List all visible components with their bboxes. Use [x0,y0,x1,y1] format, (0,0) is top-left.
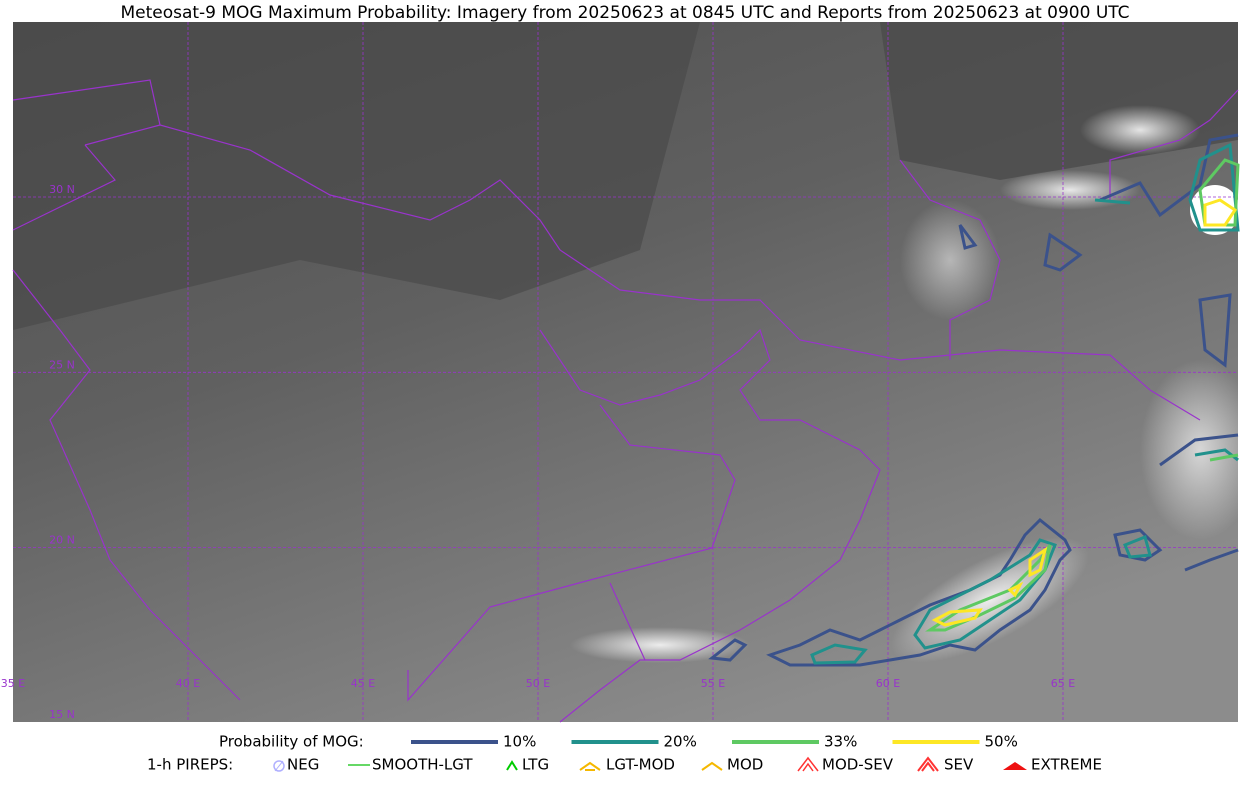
legend-label: SEV [944,756,974,774]
legend-label: 50% [985,733,1018,751]
lon-label: 35 E [1,677,25,690]
pirep-icon [273,760,285,772]
lat-label: 15 N [49,708,75,721]
lon-label: 50 E [526,677,550,690]
pirep-icon [701,761,723,771]
legend: Probability of MOG: 1-h PIREPS: 10% 20% 33… [147,733,1102,774]
pirep-icon [579,761,601,771]
title: Meteosat-9 MOG Maximum Probability: Imag… [120,3,1129,23]
lon-label: 45 E [351,677,375,690]
pirep-icon [1003,762,1027,770]
legend-label: LTG [522,756,549,774]
legend-label: EXTREME [1031,756,1102,774]
lat-label: 30 N [49,183,75,196]
legend-label: 10% [503,733,536,751]
lon-label: 40 E [176,677,200,690]
pirep-icon [506,760,518,771]
legend-label: 20% [664,733,697,751]
legend-title: Probability of MOG: [219,733,364,751]
pirep-icon [797,756,819,772]
pirep-icon [917,756,939,772]
lat-label: 25 N [49,358,75,371]
legend-label: LGT-MOD [606,756,675,774]
map: 35 E 40 E 45 E 50 E 55 E 60 E 65 E 30 N 25 N 20 N… [1,22,1250,723]
legend-label: SMOOTH-LGT [372,756,473,774]
legend-label: MOD [727,756,763,774]
borders [12,79,1239,723]
lon-label: 60 E [876,677,900,690]
legend-label: MOD-SEV [822,756,894,774]
legend-title: 1-h PIREPS: [147,756,233,774]
legend-label: 33% [824,733,857,751]
mog-contours [708,133,1240,667]
clear-air [13,22,700,330]
lon-label: 65 E [1051,677,1075,690]
lon-label: 55 E [701,677,725,690]
legend-label: NEG [287,756,319,774]
lat-label: 20 N [49,534,75,547]
